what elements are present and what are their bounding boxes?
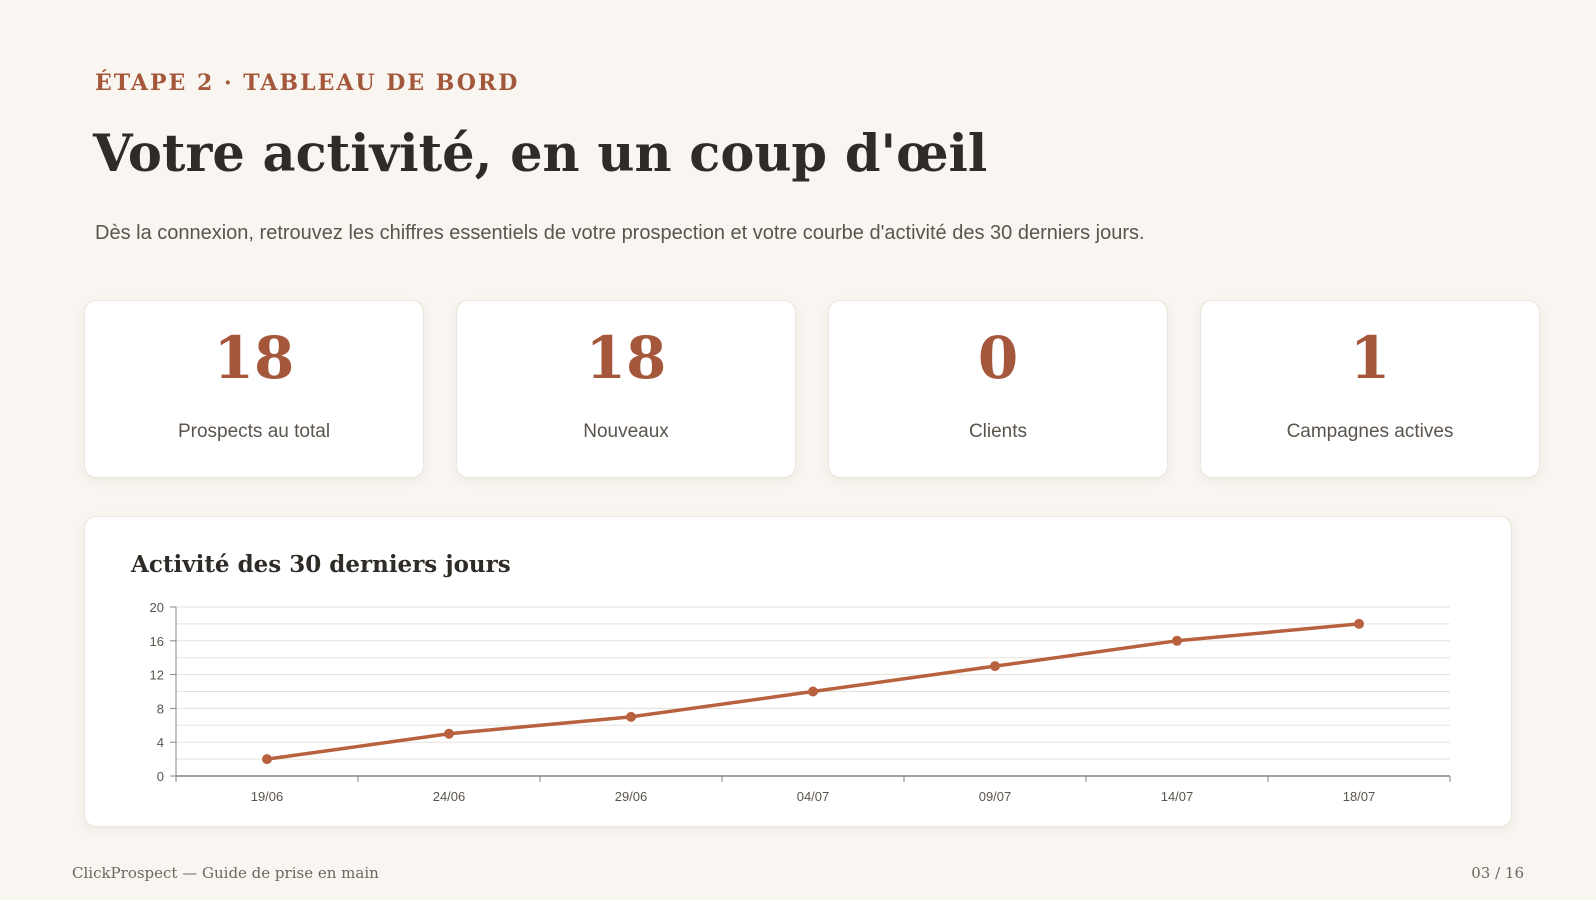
page-subtitle: Dès la connexion, retrouvez les chiffres… [95,222,1145,244]
data-point [444,728,454,739]
page-title: Votre activité, en un coup d'œil [93,124,988,184]
x-tick-label: 09/07 [979,789,1012,804]
footer-product-name: ClickProspect — Guide de prise en main [72,864,379,882]
y-tick-label: 12 [150,668,164,683]
kpi-value: 18 [213,324,295,392]
y-tick-label: 8 [157,701,164,716]
data-point [808,686,818,697]
kpi-label: Nouveaux [583,421,669,442]
x-tick-label: 19/06 [251,789,284,804]
data-point [262,754,272,765]
y-tick-label: 16 [150,634,164,649]
y-tick-label: 0 [157,769,164,784]
data-point [1354,618,1364,629]
kpi-label: Prospects au total [177,421,331,442]
kpi-value: 1 [1349,324,1391,392]
x-tick-label: 04/07 [797,789,830,804]
chart-title: Activité des 30 derniers jours [131,551,511,578]
kpi-card-new: 18 Nouveaux [456,300,796,478]
step-eyebrow: ÉTAPE 2 · TABLEAU DE BORD [95,70,520,96]
y-tick-label: 4 [157,735,164,750]
data-point [626,711,636,722]
data-point [990,661,1000,672]
kpi-value: 0 [977,324,1019,392]
x-tick-label: 24/06 [433,789,466,804]
x-tick-label: 14/07 [1161,789,1194,804]
data-point [1172,635,1182,646]
x-tick-label: 29/06 [615,789,648,804]
activity-chart-card: Activité des 30 derniers jours 0 4 8 12 16 20… [84,516,1512,827]
footer-page-number: 03 / 16 [1471,864,1524,882]
kpi-label: Clients [968,421,1028,442]
activity-line-chart: 0 4 8 12 16 20 19/06 24/06 29/06 04/07 09/07 14/07 1… [150,600,1451,804]
kpi-card-clients: 0 Clients [828,300,1168,478]
x-tick-label: 18/07 [1343,789,1376,804]
kpi-card-active-campaigns: 1 Campagnes actives [1200,300,1540,478]
kpi-value: 18 [585,324,667,392]
kpi-label: Campagnes actives [1286,421,1454,442]
kpi-card-prospects-total: 18 Prospects au total [84,300,424,478]
y-tick-label: 20 [150,600,164,615]
